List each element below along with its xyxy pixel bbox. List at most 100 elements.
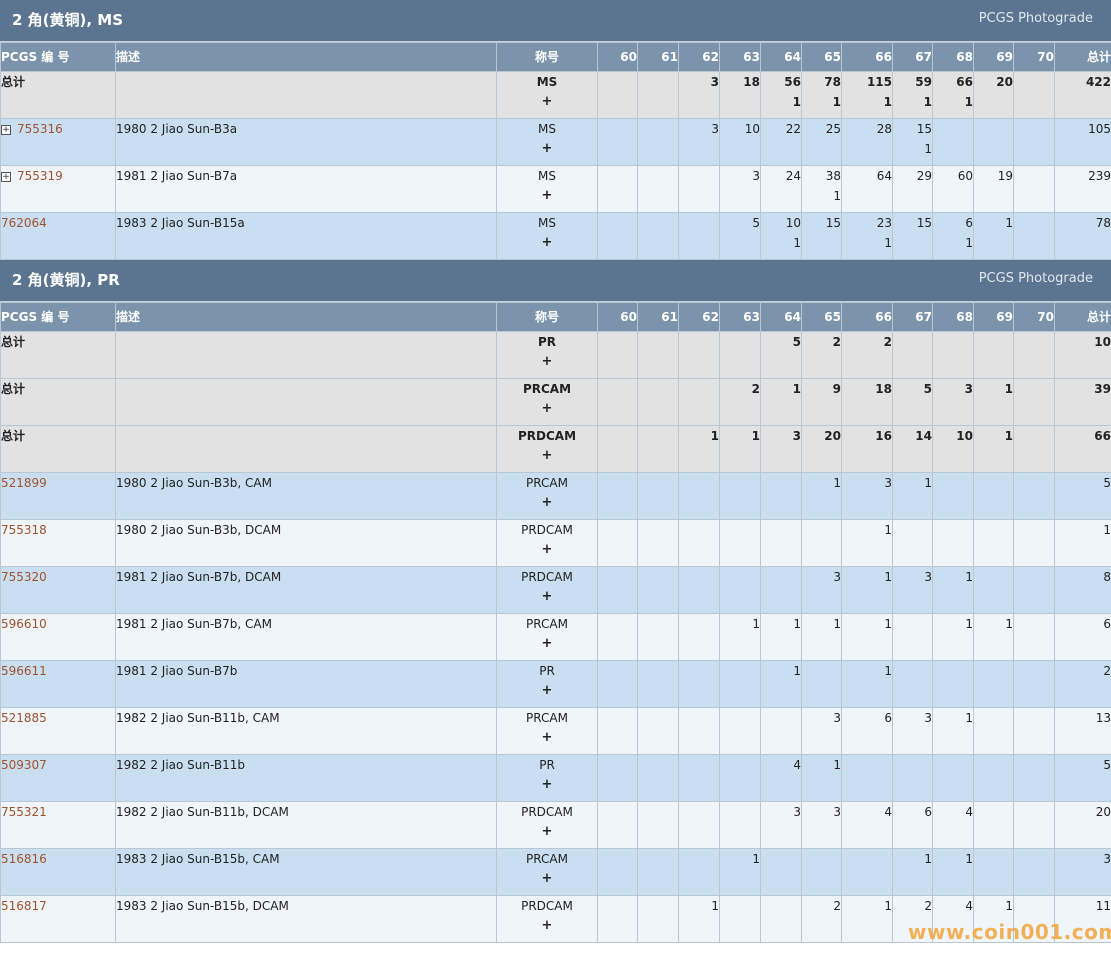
grade-count[interactable]: 15 [916, 216, 932, 230]
column-header-grade-68[interactable]: 68 [932, 42, 974, 72]
grade-count[interactable]: 18 [875, 382, 892, 396]
pcgs-number-link[interactable]: 596610 [1, 617, 47, 631]
grade-count[interactable]: 16 [875, 429, 892, 443]
grade-count[interactable]: 78 [824, 75, 841, 89]
column-header-grade-64[interactable]: 64 [760, 302, 802, 332]
grade-count[interactable]: 1 [965, 570, 973, 584]
grade-count[interactable]: 4 [793, 758, 801, 772]
grade-count[interactable]: 115 [866, 75, 892, 89]
grade-count[interactable]: 3 [833, 570, 841, 584]
grade-count[interactable]: 1 [793, 617, 801, 631]
pcgs-number-link[interactable]: 762064 [1, 216, 47, 230]
pcgs-number-link[interactable]: 755318 [1, 523, 47, 537]
grade-count[interactable]: 2 [833, 899, 841, 913]
pcgs-number-link[interactable]: 596611 [1, 664, 47, 678]
grade-count[interactable]: 3 [793, 805, 801, 819]
pcgs-number-link[interactable]: 509307 [1, 758, 47, 772]
grade-count[interactable]: 64 [876, 169, 892, 183]
grade-count[interactable]: 25 [825, 122, 841, 136]
grade-count[interactable]: 23 [876, 216, 892, 230]
grade-count[interactable]: 1 [1005, 899, 1013, 913]
grade-count[interactable]: 1 [792, 382, 801, 396]
column-header-grade-62[interactable]: 62 [678, 42, 720, 72]
grade-count[interactable]: 3 [792, 429, 801, 443]
column-header-total[interactable]: 总计 [1054, 42, 1111, 72]
pcgs-number-link[interactable]: 516817 [1, 899, 47, 913]
grade-count[interactable]: 5 [923, 382, 932, 396]
column-header-grade-62[interactable]: 62 [678, 302, 720, 332]
grade-count[interactable]: 1 [924, 476, 932, 490]
column-header-grade-69[interactable]: 69 [973, 42, 1014, 72]
grade-plus-count[interactable]: 1 [832, 95, 841, 109]
grade-count[interactable]: 1 [884, 664, 892, 678]
grade-count[interactable]: 3 [924, 570, 932, 584]
column-header-grade-61[interactable]: 61 [637, 302, 679, 332]
grade-plus-count[interactable]: 1 [923, 95, 932, 109]
grade-plus-count[interactable]: 1 [883, 95, 892, 109]
grade-count[interactable]: 1 [924, 852, 932, 866]
grade-count[interactable]: 4 [884, 805, 892, 819]
grade-count[interactable]: 19 [997, 169, 1013, 183]
grade-count[interactable]: 18 [743, 75, 760, 89]
grade-count[interactable]: 3 [833, 711, 841, 725]
grade-count[interactable]: 1 [965, 852, 973, 866]
column-header-grade-63[interactable]: 63 [719, 302, 761, 332]
grade-plus-count[interactable]: 1 [964, 95, 973, 109]
grade-count[interactable]: 3 [884, 476, 892, 490]
column-header-total[interactable]: 总计 [1054, 302, 1111, 332]
grade-count[interactable]: 3 [752, 169, 760, 183]
grade-count[interactable]: 10 [744, 122, 760, 136]
grade-count[interactable]: 28 [876, 122, 892, 136]
column-header-code[interactable]: PCGS 编 号 [0, 42, 116, 72]
grade-count[interactable]: 1 [711, 899, 719, 913]
grade-plus-count[interactable]: 1 [965, 236, 973, 250]
photograde-link[interactable]: PCGS Photograde [978, 11, 1093, 26]
grade-count[interactable]: 1 [751, 429, 760, 443]
grade-count[interactable]: 38 [825, 169, 841, 183]
grade-count[interactable]: 3 [710, 75, 719, 89]
grade-count[interactable]: 60 [957, 169, 973, 183]
pcgs-number-link[interactable]: 755321 [1, 805, 47, 819]
grade-count[interactable]: 5 [792, 335, 801, 349]
column-header-grade-64[interactable]: 64 [760, 42, 802, 72]
column-header-grade-66[interactable]: 66 [841, 302, 893, 332]
grade-count[interactable]: 10 [956, 429, 973, 443]
grade-count[interactable]: 22 [785, 122, 801, 136]
grade-count[interactable]: 9 [832, 382, 841, 396]
grade-count[interactable]: 4 [965, 899, 973, 913]
column-header-grade-70[interactable]: 70 [1013, 42, 1055, 72]
grade-count[interactable]: 6 [965, 216, 973, 230]
column-header-grade-67[interactable]: 67 [892, 302, 933, 332]
column-header-designation[interactable]: 称号 [496, 42, 598, 72]
grade-count[interactable]: 1 [884, 523, 892, 537]
column-header-code[interactable]: PCGS 编 号 [0, 302, 116, 332]
grade-plus-count[interactable]: 1 [884, 236, 892, 250]
column-header-grade-60[interactable]: 60 [597, 302, 638, 332]
grade-count[interactable]: 1 [1004, 429, 1013, 443]
grade-plus-count[interactable]: 1 [833, 189, 841, 203]
expand-plus-icon[interactable]: + [1, 125, 11, 135]
grade-count[interactable]: 3 [833, 805, 841, 819]
grade-count[interactable]: 24 [785, 169, 801, 183]
column-header-grade-65[interactable]: 65 [801, 42, 842, 72]
pcgs-number-link[interactable]: 516816 [1, 852, 47, 866]
grade-plus-count[interactable]: 1 [793, 236, 801, 250]
grade-count[interactable]: 2 [751, 382, 760, 396]
grade-count[interactable]: 2 [924, 899, 932, 913]
grade-count[interactable]: 1 [793, 664, 801, 678]
column-header-grade-67[interactable]: 67 [892, 42, 933, 72]
grade-count[interactable]: 66 [956, 75, 973, 89]
grade-count[interactable]: 6 [924, 805, 932, 819]
grade-count[interactable]: 1 [833, 758, 841, 772]
column-header-grade-65[interactable]: 65 [801, 302, 842, 332]
grade-count[interactable]: 29 [916, 169, 932, 183]
column-header-grade-69[interactable]: 69 [973, 302, 1014, 332]
grade-count[interactable]: 3 [711, 122, 719, 136]
grade-plus-count[interactable]: 1 [924, 142, 932, 156]
column-header-description[interactable]: 描述 [115, 302, 497, 332]
expand-plus-icon[interactable]: + [1, 172, 11, 182]
column-header-grade-61[interactable]: 61 [637, 42, 679, 72]
grade-count[interactable]: 14 [915, 429, 932, 443]
grade-count[interactable]: 1 [1004, 382, 1013, 396]
grade-count[interactable]: 1 [965, 711, 973, 725]
